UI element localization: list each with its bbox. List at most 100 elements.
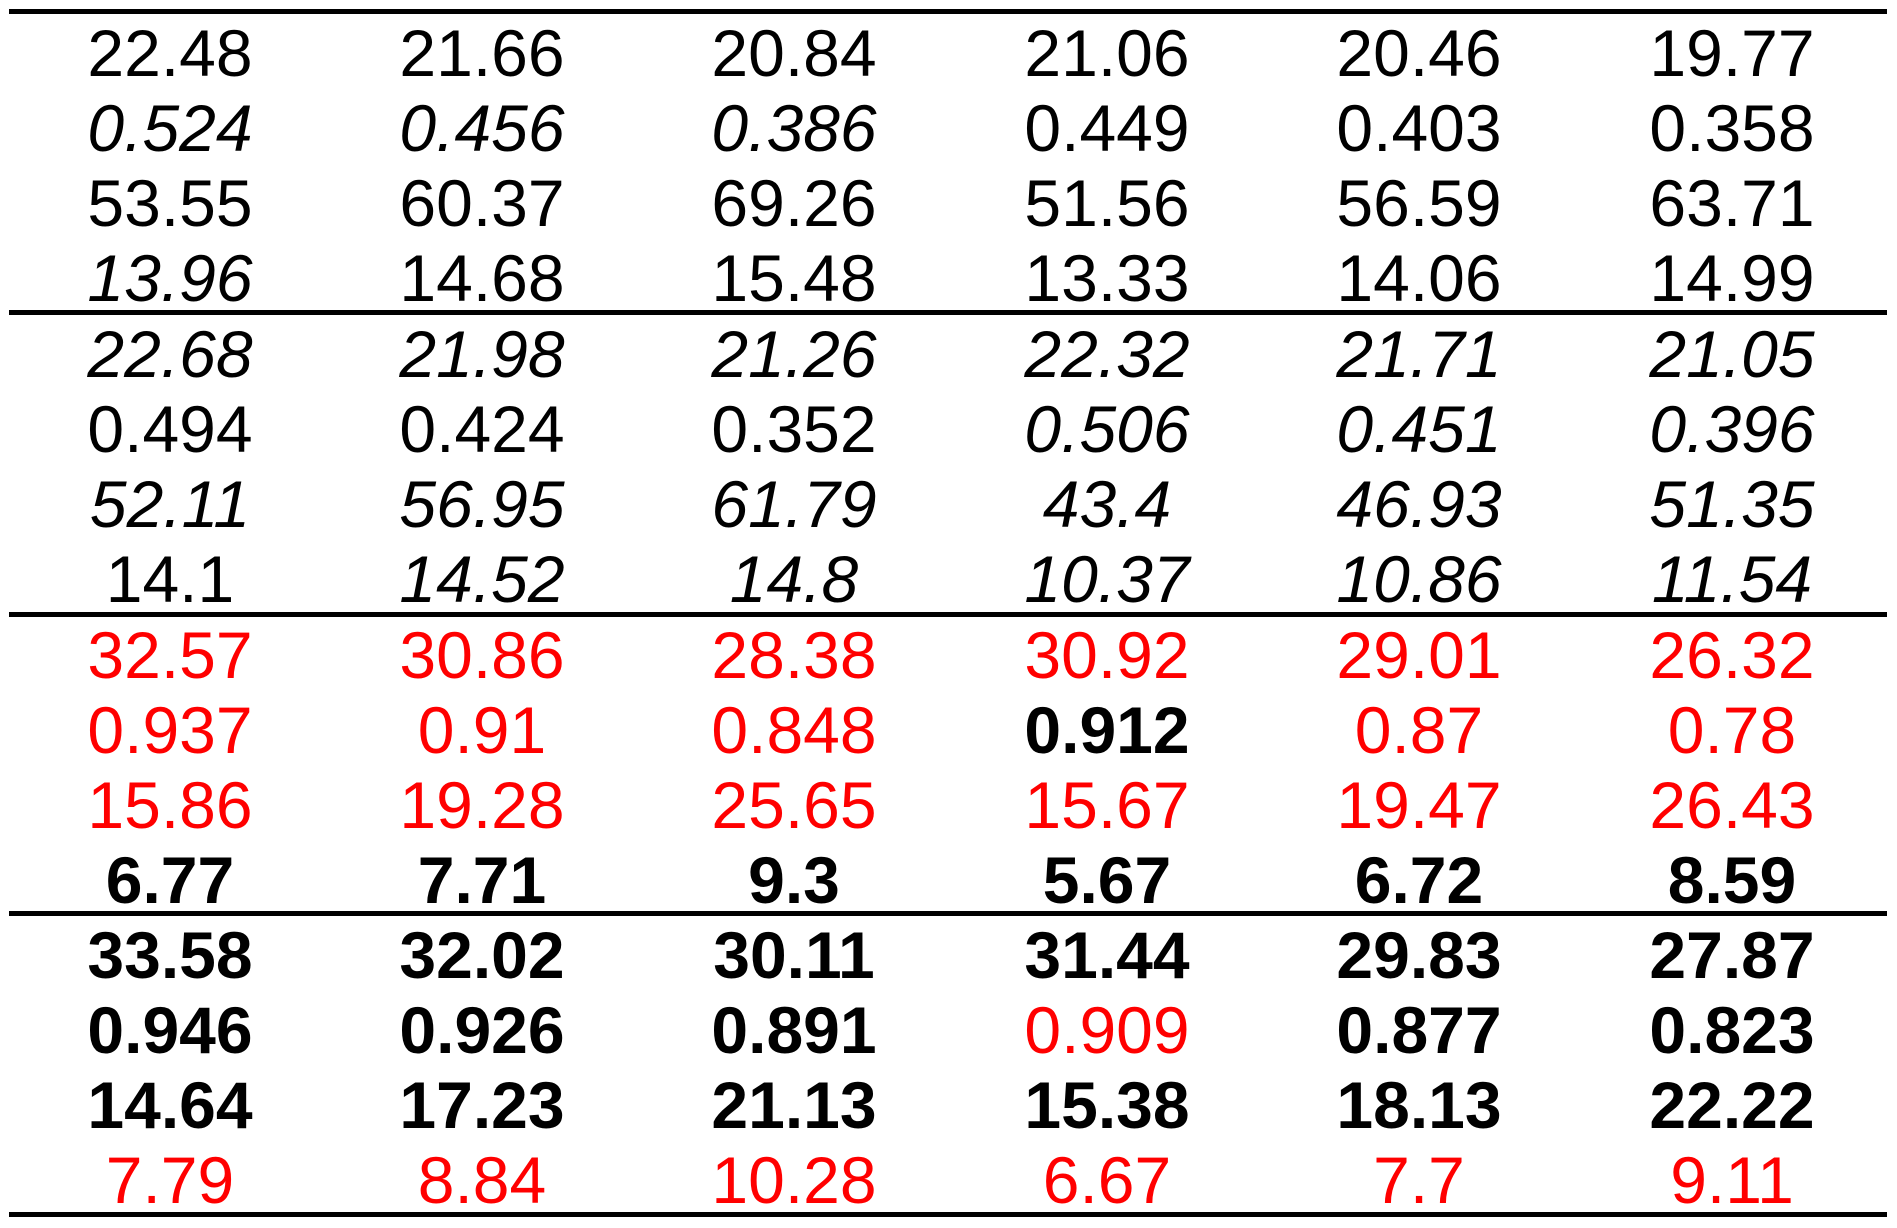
table-cell: 32.57: [87, 618, 253, 692]
table-cell: 0.456: [399, 91, 565, 165]
table-cell: 9.3: [748, 843, 840, 917]
table-cell: 21.71: [1336, 317, 1502, 391]
table-cell: 21.26: [711, 317, 877, 391]
table-cell: 6.77: [105, 843, 235, 917]
table-cell: 15.67: [1024, 768, 1190, 842]
table-cell: 20.84: [711, 16, 877, 90]
table-cell: 10.28: [711, 1143, 877, 1217]
table-cell: 14.52: [399, 542, 565, 616]
table-cell: 13.96: [87, 241, 253, 315]
table-cell: 52.11: [89, 467, 251, 541]
table-cell: 14.8: [729, 542, 859, 616]
table-cell: 51.35: [1649, 467, 1815, 541]
table-cell: 21.66: [399, 16, 565, 90]
table-cell: 6.67: [1042, 1143, 1172, 1217]
table-cell: 0.524: [87, 91, 253, 165]
table-cell: 7.79: [105, 1143, 235, 1217]
table-top-rule: [9, 9, 1887, 14]
group-divider-rule: [9, 911, 1887, 916]
table-cell: 10.86: [1336, 542, 1502, 616]
table-cell: 56.95: [399, 467, 565, 541]
table-cell: 8.84: [417, 1143, 547, 1217]
table-cell: 21.98: [399, 317, 565, 391]
table-cell: 0.91: [417, 693, 547, 767]
table-bottom-rule: [9, 1212, 1887, 1217]
table-cell: 0.451: [1336, 392, 1502, 466]
table-cell: 6.72: [1354, 843, 1484, 917]
table-cell: 14.1: [105, 542, 235, 616]
table-cell: 0.358: [1649, 91, 1815, 165]
table-cell: 27.87: [1649, 918, 1815, 992]
table-cell: 7.71: [417, 843, 547, 917]
table-cell: 0.424: [399, 392, 565, 466]
table-cell: 43.4: [1042, 467, 1172, 541]
table-cell: 15.48: [711, 241, 877, 315]
table-cell: 30.11: [713, 918, 875, 992]
table-cell: 30.92: [1024, 618, 1190, 692]
table-cell: 29.83: [1336, 918, 1502, 992]
table-cell: 0.78: [1667, 693, 1797, 767]
table-cell: 69.26: [711, 166, 877, 240]
table-cell: 15.38: [1024, 1068, 1190, 1142]
table-cell: 0.946: [87, 993, 253, 1067]
table-cell: 22.48: [87, 16, 253, 90]
table-cell: 22.22: [1649, 1068, 1815, 1142]
table-cell: 14.68: [399, 241, 565, 315]
table-cell: 14.99: [1649, 241, 1815, 315]
table-cell: 53.55: [87, 166, 253, 240]
table-cell: 21.06: [1024, 16, 1190, 90]
table-cell: 25.65: [711, 768, 877, 842]
group-divider-rule: [9, 612, 1887, 617]
table-cell: 19.77: [1649, 16, 1815, 90]
table-cell: 22.68: [87, 317, 253, 391]
table-cell: 17.23: [399, 1068, 565, 1142]
table-cell: 51.56: [1024, 166, 1190, 240]
table-cell: 11.54: [1651, 542, 1813, 616]
table-cell: 0.494: [87, 392, 253, 466]
table-cell: 60.37: [399, 166, 565, 240]
table-cell: 0.848: [711, 693, 877, 767]
table-cell: 13.33: [1024, 241, 1190, 315]
table-cell: 10.37: [1024, 542, 1190, 616]
table-cell: 0.87: [1354, 693, 1484, 767]
table-cell: 0.937: [87, 693, 253, 767]
table-cell: 28.38: [711, 618, 877, 692]
table-cell: 30.86: [399, 618, 565, 692]
table-cell: 9.11: [1670, 1143, 1794, 1217]
table-cell: 61.79: [711, 467, 877, 541]
table-cell: 14.64: [87, 1068, 253, 1142]
table-cell: 20.46: [1336, 16, 1502, 90]
table-cell: 32.02: [399, 918, 565, 992]
table-cell: 5.67: [1042, 843, 1172, 917]
table-cell: 0.352: [711, 392, 877, 466]
table-cell: 0.386: [711, 91, 877, 165]
table-cell: 0.891: [711, 993, 877, 1067]
table-cell: 8.59: [1667, 843, 1797, 917]
table-cell: 33.58: [87, 918, 253, 992]
table-cell: 21.05: [1649, 317, 1815, 391]
group-divider-rule: [9, 310, 1887, 315]
table-cell: 19.47: [1336, 768, 1502, 842]
table-cell: 19.28: [399, 768, 565, 842]
table-cell: 18.13: [1336, 1068, 1502, 1142]
table-cell: 14.06: [1336, 241, 1502, 315]
table-cell: 31.44: [1024, 918, 1190, 992]
table-cell: 0.449: [1024, 91, 1190, 165]
table-cell: 29.01: [1336, 618, 1502, 692]
table-cell: 0.823: [1649, 993, 1815, 1067]
table-cell: 0.926: [399, 993, 565, 1067]
table-cell: 26.32: [1649, 618, 1815, 692]
table-cell: 0.506: [1024, 392, 1190, 466]
table-cell: 21.13: [711, 1068, 877, 1142]
table-cell: 15.86: [87, 768, 253, 842]
table-cell: 26.43: [1649, 768, 1815, 842]
table-cell: 7.7: [1373, 1143, 1465, 1217]
table-cell: 0.877: [1336, 993, 1502, 1067]
table-cell: 46.93: [1336, 467, 1502, 541]
table-cell: 0.909: [1024, 993, 1190, 1067]
table-cell: 0.403: [1336, 91, 1502, 165]
table-cell: 0.912: [1024, 693, 1190, 767]
table-cell: 22.32: [1024, 317, 1190, 391]
table-cell: 63.71: [1649, 166, 1815, 240]
